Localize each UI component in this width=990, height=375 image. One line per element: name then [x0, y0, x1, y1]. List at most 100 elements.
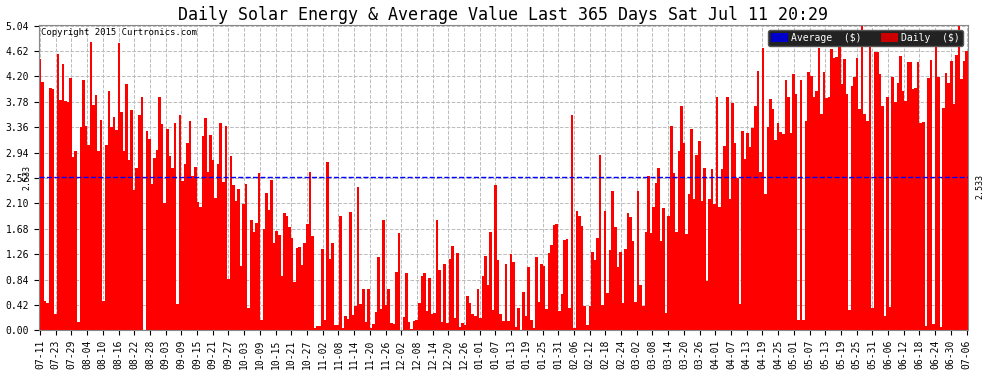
Bar: [95, 95, 97, 330]
Bar: [138, 115, 141, 330]
Bar: [507, 321, 510, 330]
Bar: [173, 123, 176, 330]
Bar: [322, 249, 324, 330]
Bar: [525, 316, 528, 330]
Bar: [802, 320, 805, 330]
Bar: [150, 184, 153, 330]
Bar: [754, 106, 756, 330]
Bar: [123, 151, 126, 330]
Bar: [858, 108, 861, 330]
Bar: [871, 308, 873, 330]
Bar: [113, 117, 115, 330]
Bar: [298, 247, 301, 330]
Bar: [538, 303, 541, 330]
Bar: [77, 322, 79, 330]
Bar: [912, 89, 915, 330]
Bar: [270, 180, 273, 330]
Bar: [536, 258, 538, 330]
Bar: [291, 238, 293, 330]
Bar: [571, 115, 573, 330]
Bar: [657, 168, 659, 330]
Bar: [301, 265, 304, 330]
Bar: [431, 314, 434, 330]
Bar: [560, 294, 563, 330]
Bar: [439, 270, 441, 330]
Bar: [131, 110, 133, 330]
Bar: [90, 42, 92, 330]
Bar: [667, 216, 670, 330]
Bar: [617, 267, 619, 330]
Bar: [375, 312, 377, 330]
Bar: [861, 25, 863, 330]
Bar: [594, 260, 596, 330]
Bar: [393, 324, 395, 330]
Bar: [868, 34, 871, 330]
Bar: [523, 292, 525, 330]
Bar: [233, 185, 235, 330]
Title: Daily Solar Energy & Average Value Last 365 Days Sat Jul 11 20:29: Daily Solar Energy & Average Value Last …: [178, 6, 829, 24]
Bar: [708, 199, 711, 330]
Bar: [619, 252, 622, 330]
Bar: [288, 227, 291, 330]
Bar: [612, 191, 614, 330]
Bar: [533, 328, 536, 330]
Bar: [215, 198, 217, 330]
Bar: [578, 216, 581, 330]
Bar: [275, 231, 278, 330]
Bar: [652, 207, 654, 330]
Bar: [42, 82, 44, 330]
Bar: [930, 60, 933, 330]
Bar: [250, 220, 252, 330]
Bar: [158, 97, 161, 330]
Bar: [960, 79, 962, 330]
Bar: [576, 211, 578, 330]
Bar: [599, 155, 601, 330]
Bar: [795, 94, 797, 330]
Bar: [915, 87, 917, 330]
Bar: [487, 285, 489, 330]
Bar: [222, 182, 225, 330]
Bar: [904, 100, 907, 330]
Bar: [364, 322, 367, 330]
Bar: [746, 133, 748, 330]
Bar: [426, 311, 429, 330]
Bar: [547, 253, 550, 330]
Bar: [784, 80, 787, 330]
Bar: [429, 278, 431, 330]
Bar: [510, 254, 512, 330]
Bar: [189, 121, 191, 330]
Bar: [110, 127, 113, 330]
Bar: [64, 102, 66, 330]
Bar: [278, 235, 280, 330]
Bar: [813, 97, 815, 330]
Bar: [316, 327, 319, 330]
Bar: [39, 59, 42, 330]
Bar: [51, 89, 54, 330]
Bar: [458, 327, 461, 330]
Bar: [369, 328, 372, 330]
Bar: [204, 118, 207, 330]
Bar: [434, 313, 436, 330]
Bar: [220, 123, 222, 330]
Bar: [494, 185, 497, 330]
Bar: [252, 232, 255, 330]
Bar: [690, 129, 693, 330]
Bar: [670, 126, 672, 330]
Bar: [627, 213, 630, 330]
Bar: [395, 272, 398, 330]
Bar: [87, 145, 90, 330]
Bar: [515, 327, 518, 330]
Bar: [444, 264, 446, 330]
Bar: [324, 320, 327, 330]
Bar: [79, 128, 82, 330]
Bar: [917, 62, 920, 330]
Bar: [334, 324, 337, 330]
Bar: [826, 98, 828, 330]
Bar: [764, 194, 766, 330]
Bar: [630, 217, 632, 330]
Bar: [345, 316, 346, 330]
Bar: [97, 151, 100, 330]
Bar: [589, 306, 591, 330]
Bar: [280, 276, 283, 330]
Bar: [688, 195, 690, 330]
